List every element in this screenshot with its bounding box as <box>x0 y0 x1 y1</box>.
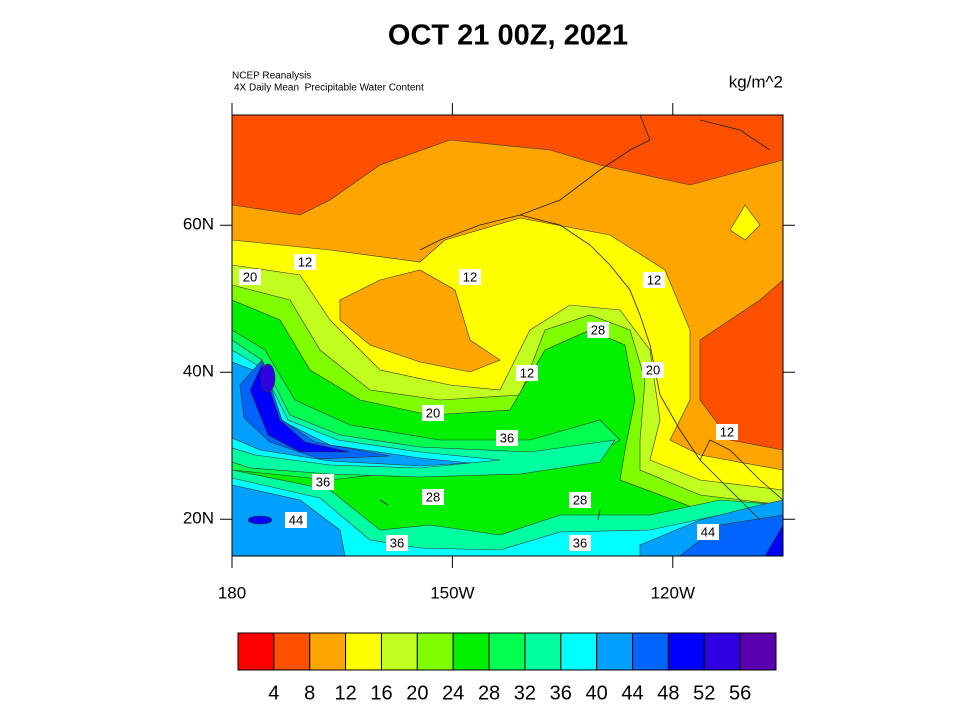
colorbar-box <box>309 632 347 671</box>
contour-label-box <box>285 512 307 528</box>
colorbar-label: 8 <box>304 682 315 704</box>
contour-label: 12 <box>463 269 477 284</box>
contour-label-box <box>716 424 738 440</box>
contour-label-box <box>422 489 444 505</box>
x-tick-label: 180 <box>218 583 246 602</box>
description: 4X Daily Mean Precipitable Water Content <box>234 83 424 94</box>
contour-label-box <box>643 272 665 288</box>
contour-label: 36 <box>390 535 404 550</box>
colorbar-box <box>452 632 490 671</box>
contour-label: 44 <box>701 524 715 539</box>
colorbar-box <box>380 632 418 671</box>
colorbar-box <box>524 632 562 671</box>
colorbar-label: 36 <box>550 682 572 704</box>
colorbar-box <box>273 632 311 671</box>
title: OCT 21 00Z, 2021 <box>388 20 628 52</box>
contour-label-box <box>239 269 261 285</box>
contour-label: 28 <box>426 489 440 504</box>
colorbar-box <box>596 632 634 671</box>
y-tick-label: 40N <box>183 362 214 381</box>
contour-label: 36 <box>500 430 514 445</box>
contour-label: 36 <box>316 474 330 489</box>
y-tick-label: 60N <box>183 215 214 234</box>
contour-label: 12 <box>520 365 534 380</box>
colorbar-box <box>703 632 741 671</box>
contour-label: 44 <box>289 512 303 527</box>
contour-label: 12 <box>298 254 312 269</box>
colorbar-label: 24 <box>442 682 464 704</box>
units: kg/m^2 <box>729 72 783 91</box>
colorbar-box <box>237 632 275 671</box>
colorbar-label: 48 <box>657 682 679 704</box>
colorbar-box <box>560 632 598 671</box>
colorbar-label: 28 <box>478 682 500 704</box>
contour-label-box <box>459 269 481 285</box>
colorbar-label: 32 <box>514 682 536 704</box>
contour-label-box <box>587 322 609 338</box>
y-tick-label: 20N <box>183 509 214 528</box>
x-tick-label: 120W <box>651 583 695 602</box>
contour-label: 28 <box>573 492 587 507</box>
field <box>232 115 783 556</box>
colorbar-label: 16 <box>370 682 392 704</box>
contour-label: 12 <box>720 424 734 439</box>
colorbar-label: 40 <box>586 682 608 704</box>
colorbar-box <box>632 632 669 671</box>
colorbar-label: 12 <box>334 682 356 704</box>
colorbar-box <box>345 632 382 671</box>
plot-frame <box>231 114 784 557</box>
colorbar-label: 52 <box>693 682 715 704</box>
contour-label: 20 <box>646 362 660 377</box>
contour-label: 28 <box>591 322 605 337</box>
x-tick-label: 150W <box>430 583 474 602</box>
contour-label: 20 <box>426 405 440 420</box>
colorbar-box <box>416 632 454 671</box>
colorbar-label: 20 <box>406 682 428 704</box>
source: NCEP Reanalysis <box>232 71 311 82</box>
contour-label-box <box>516 365 538 381</box>
contour-label-box <box>569 535 591 551</box>
contour-label: 36 <box>573 535 587 550</box>
contour-label-box <box>386 535 408 551</box>
contour-label-box <box>697 524 719 540</box>
colorbar-label: 56 <box>729 682 751 704</box>
colorbar-label: 44 <box>621 682 643 704</box>
contour-label-box <box>569 492 591 508</box>
contour-label-box <box>294 254 316 270</box>
colorbar-box <box>488 632 526 671</box>
colorbar-box <box>739 632 777 671</box>
contour-label-box <box>496 430 518 446</box>
contour-label-box <box>422 405 444 421</box>
contour-label: 12 <box>647 272 661 287</box>
contour-label: 20 <box>243 269 257 284</box>
contour-label-box <box>312 474 334 490</box>
contour-label-box <box>642 362 664 378</box>
colorbar-label: 4 <box>268 682 279 704</box>
colorbar-box <box>667 632 705 671</box>
